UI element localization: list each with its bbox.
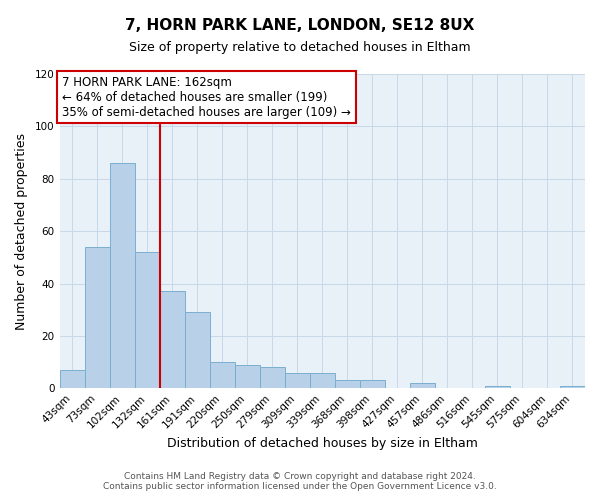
Bar bbox=[160, 292, 185, 388]
Bar bbox=[310, 372, 335, 388]
Bar bbox=[335, 380, 360, 388]
Text: 7, HORN PARK LANE, LONDON, SE12 8UX: 7, HORN PARK LANE, LONDON, SE12 8UX bbox=[125, 18, 475, 32]
Bar bbox=[360, 380, 385, 388]
Y-axis label: Number of detached properties: Number of detached properties bbox=[15, 132, 28, 330]
Text: Contains HM Land Registry data © Crown copyright and database right 2024.: Contains HM Land Registry data © Crown c… bbox=[124, 472, 476, 481]
Bar bbox=[185, 312, 209, 388]
Text: 7 HORN PARK LANE: 162sqm
← 64% of detached houses are smaller (199)
35% of semi-: 7 HORN PARK LANE: 162sqm ← 64% of detach… bbox=[62, 76, 351, 118]
Bar bbox=[110, 163, 134, 388]
Bar bbox=[410, 383, 435, 388]
Bar bbox=[285, 372, 310, 388]
Bar bbox=[209, 362, 235, 388]
X-axis label: Distribution of detached houses by size in Eltham: Distribution of detached houses by size … bbox=[167, 437, 478, 450]
Bar bbox=[260, 368, 285, 388]
Bar bbox=[134, 252, 160, 388]
Text: Size of property relative to detached houses in Eltham: Size of property relative to detached ho… bbox=[129, 41, 471, 54]
Bar bbox=[560, 386, 585, 388]
Bar bbox=[235, 365, 260, 388]
Text: Contains public sector information licensed under the Open Government Licence v3: Contains public sector information licen… bbox=[103, 482, 497, 491]
Bar bbox=[85, 247, 110, 388]
Bar bbox=[59, 370, 85, 388]
Bar bbox=[485, 386, 510, 388]
